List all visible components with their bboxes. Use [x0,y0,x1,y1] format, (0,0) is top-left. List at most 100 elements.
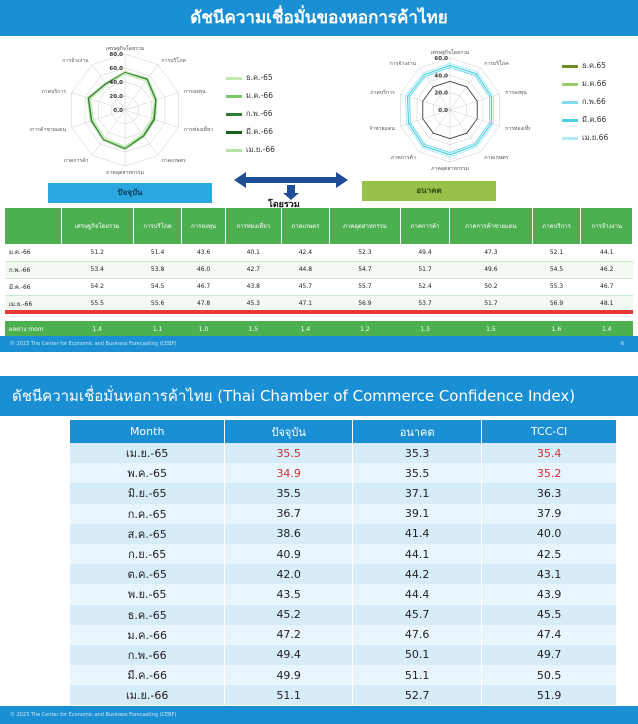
column-header: การจ้างงาน [580,208,633,244]
radar-ring-label: 20.0 [434,91,448,97]
legend-swatch [226,112,242,116]
radar-axis-label: การลงทุน [505,90,527,96]
cell-value: 49.4 [400,244,450,262]
radar-spoke [71,109,126,128]
row-month: ม.ค.-66 [5,244,62,262]
cell-value: 50.2 [449,278,533,296]
slide-sectoral-confidence: ดัชนีความเชื่อมั่นของหอการค้าไทย 80.0 60.… [0,0,638,352]
legend-future: ธ.ค.65 ม.ค.66 ก.พ.66 มี.ค.66 เม.ย.66 [562,57,608,147]
cell-value: 1.4 [281,321,330,339]
legend-label: เม.ย.-66 [246,145,275,154]
column-header [5,208,62,244]
cell-value: 46.0 [181,261,226,279]
legend-item: มี.ค.66 [562,111,608,129]
table-row: ม.ค.-66 47.2 47.6 47.4 [70,624,617,645]
cell-value: 44.8 [281,261,330,279]
cell-value: 52.1 [532,244,581,262]
cell-value: 51.7 [449,295,533,313]
radar-spoke [91,109,126,156]
radar-ring-label: 0.0 [438,108,448,114]
cell-month: เม.ย.-65 [70,443,226,464]
table-row: ม.ค.-66 51.2 51.4 43.6 40.1 42.4 52.3 49.4 47.3 5… [5,244,633,262]
legend-current: ธ.ค.-65 ม.ค.-66 ก.พ.-66 มี.ค.-66 เม.ย.-66 [226,69,275,159]
sector-index-table: เศรษฐกิจโดยรวม การบริโภค การลงทุน การท่องเท… [5,208,633,339]
cell-future: 41.4 [352,523,483,544]
radar-axis-label: ภาคการค้าชายแดน [30,126,66,133]
cell-tcc: 35.2 [481,463,617,484]
legend-swatch [562,82,578,86]
cell-future: 39.1 [352,503,483,524]
cell-tcc: 43.1 [481,564,617,585]
cell-future: 44.2 [352,564,483,585]
legend-swatch [562,64,578,68]
row-month: เม.ย.-66 [5,295,62,313]
radar-axis-label: การบริโภค [161,57,186,64]
radar-ring-label: 40.0 [109,80,123,86]
legend-item: ก.พ.-66 [226,105,275,123]
cell-current: 36.7 [224,503,354,524]
cell-value: 53.4 [61,261,134,279]
cell-value: 51.4 [133,244,182,262]
column-header: ปัจจุบัน [224,420,354,443]
cell-tcc: 50.5 [481,665,617,686]
red-divider [5,310,633,314]
radar-spoke [91,64,126,111]
cell-current: 40.9 [224,543,354,565]
table-row: เม.ย.-65 35.5 35.3 35.4 [70,443,617,464]
cell-tcc: 49.7 [481,644,617,666]
cell-month: เม.ย.-66 [70,685,226,706]
cell-value: 43.8 [225,278,282,296]
column-header: ภาคอุตสาหกรรม [329,208,401,244]
radar-ring-label: 40.0 [434,73,448,79]
cell-future: 35.5 [352,463,483,484]
cell-future: 37.1 [352,483,483,504]
legend-label: ม.ค.-66 [246,91,273,100]
cell-tcc: 47.4 [481,624,617,645]
cell-value: 55.3 [532,278,581,296]
legend-item: ก.พ.66 [562,93,608,111]
radar-series [408,66,491,154]
radar-spoke [419,109,451,153]
radar-axis-label: ภาคการค้า [391,154,416,161]
column-header: การบริโภค [133,208,183,244]
legend-swatch [226,130,242,134]
cell-tcc: 35.4 [481,443,617,464]
cell-value: 54.5 [133,278,182,296]
radar-ring-label: 60.0 [434,56,448,62]
cell-value: 55.7 [329,278,401,296]
cell-current: 35.5 [224,483,354,504]
label-overall: โดยรวม [268,200,300,210]
cell-value: 54.2 [61,278,134,296]
cell-month: ส.ค.-65 [70,523,226,544]
copyright-text: © 2023 The Center for Economic and Busin… [10,341,177,347]
cell-value: 1.1 [133,321,182,339]
column-header: การลงทุน [181,208,226,244]
cell-month: พ.ย.-65 [70,584,226,605]
radar-axis-label: การลงทุน [184,89,206,95]
table-row: ก.พ.-66 53.4 53.8 46.0 42.7 44.8 54.7 51.7 49.6 5… [5,261,633,279]
cell-future: 35.3 [352,443,483,464]
radar-spoke [124,92,179,111]
cell-value: 52.3 [329,244,401,262]
cell-month: ก.ย.-65 [70,543,226,565]
cell-future: 44.4 [352,584,483,605]
cell-tcc: 40.0 [481,523,617,544]
cell-value: 46.7 [580,278,633,296]
radar-series [89,73,155,148]
cell-value: 46.2 [580,261,633,279]
legend-swatch [562,136,578,140]
radar-ring-label: 60.0 [109,66,123,72]
legend-item: เม.ย.-66 [226,141,275,159]
column-header: ภาคบริการ [532,208,582,244]
legend-swatch [226,148,242,152]
radar-axis-label: การบริโภค [484,60,509,67]
cell-month: ก.พ.-66 [70,644,226,666]
cell-value: 1.4 [61,321,134,339]
slide2-footer: © 2023 The Center for Economic and Busin… [0,706,638,724]
cell-value: 43.6 [181,244,226,262]
cell-month: มี.ค.-66 [70,665,226,686]
cell-tcc: 43.9 [481,584,617,605]
radar-axis-label: การท่องเที่ยว [505,125,530,132]
cell-current: 43.5 [224,584,354,605]
cell-future: 51.1 [352,665,483,686]
